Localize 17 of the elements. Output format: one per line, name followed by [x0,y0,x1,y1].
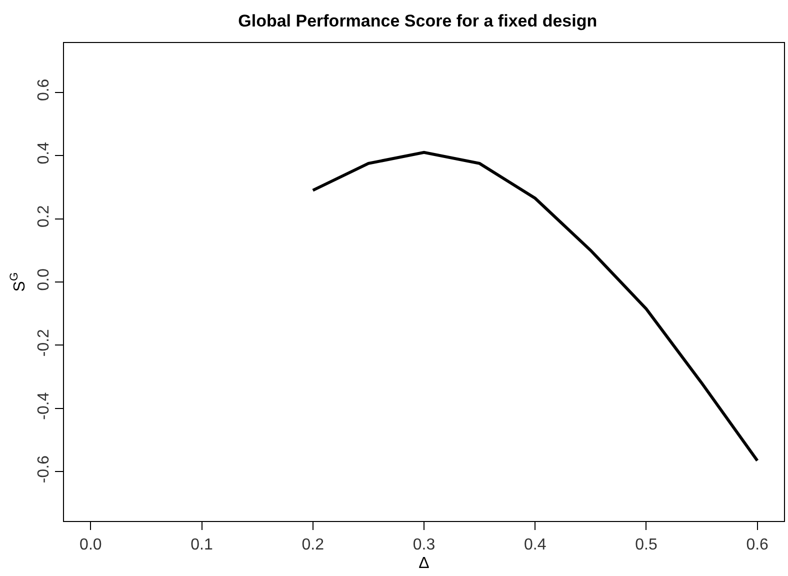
x-tick-label: 0.1 [190,536,213,554]
y-tick-label: 0.6 [35,78,52,102]
y-tick-label: -0.2 [35,328,52,357]
line-series [311,150,759,462]
y-tick-label: 0.2 [35,205,52,228]
x-tick-label: 0.3 [412,536,436,554]
chart-title: Global Performance Score for a fixed design [238,11,598,30]
x-tick-label: 0.5 [635,536,658,554]
y-tick-label: -0.4 [35,392,52,420]
y-tick-label: 0.0 [35,268,52,291]
y-tick-label: 0.4 [35,142,52,164]
x-tick-label: 0.4 [524,536,546,554]
x-tick-label: 0.2 [302,536,324,554]
x-tick-label: 0.0 [80,536,102,554]
x-tick-label: 0.6 [746,536,769,554]
x-axis-title: Δ [418,555,430,572]
y-tick-label: -0.6 [35,455,52,484]
